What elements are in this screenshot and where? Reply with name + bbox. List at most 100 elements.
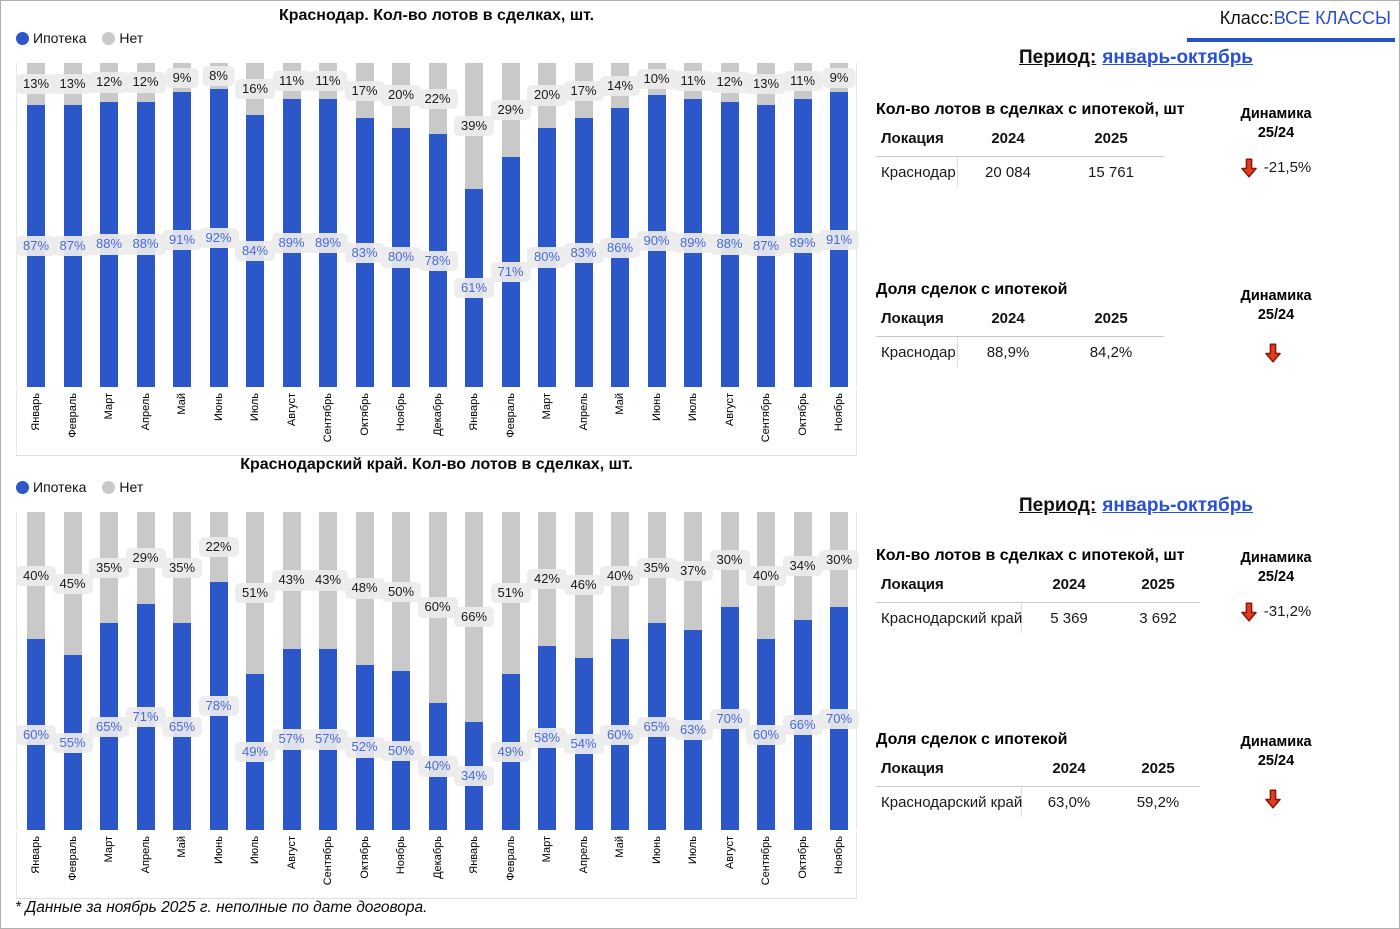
bar-label-mortgage: 80% bbox=[380, 247, 422, 268]
plot-area: 40% 60% 45% 55% 35% 65% 29% 71% 35% 65% 22% 78% 51% 4… bbox=[15, 512, 860, 830]
x-axis-label: Июль bbox=[687, 836, 699, 865]
bar-column: 12% 88% bbox=[88, 63, 130, 387]
down-arrow-icon bbox=[1240, 602, 1257, 622]
dynamics-sublabel: 25/24 bbox=[1257, 752, 1295, 769]
bar-label-mortgage: 34% bbox=[453, 765, 495, 787]
bar-label-mortgage: 78% bbox=[417, 250, 458, 271]
bar-label-mortgage: 52% bbox=[344, 737, 385, 758]
bar-label-mortgage: 58% bbox=[526, 727, 568, 749]
col-header-location: Локация bbox=[881, 130, 944, 147]
x-axis-label: Июль bbox=[249, 836, 261, 865]
legend-mortgage-dot-icon bbox=[16, 480, 29, 494]
col-header-location: Локация bbox=[881, 576, 944, 593]
legend-mortgage-dot-icon bbox=[16, 31, 29, 45]
dynamics-deals-kray: Динамика 25/24 -31,2% bbox=[1206, 549, 1346, 622]
bar-label-no-mortgage: 46% bbox=[563, 575, 604, 596]
bar-label-no-mortgage: 22% bbox=[198, 536, 239, 558]
bar-label-mortgage: 63% bbox=[672, 719, 714, 741]
chart-legend: Ипотека Нет bbox=[16, 30, 143, 46]
bar-label-no-mortgage: 35% bbox=[636, 557, 677, 578]
cell-2024: 20 084 bbox=[985, 164, 1031, 181]
bar-column: 22% 78% bbox=[417, 63, 458, 387]
bar-column: 11% 89% bbox=[307, 63, 349, 387]
x-axis-label: Декабрь bbox=[431, 393, 444, 436]
bar-column: 66% 34% bbox=[453, 512, 495, 830]
table-separator bbox=[876, 786, 1200, 787]
x-axis-label: Июнь bbox=[212, 836, 225, 864]
dynamics-deals-krasnodar: Динамика 25/24 -21,5% bbox=[1206, 105, 1346, 178]
bar-label-mortgage: 60% bbox=[599, 724, 641, 745]
bar-label-mortgage: 87% bbox=[15, 236, 57, 257]
bar-label-no-mortgage: 30% bbox=[709, 549, 750, 570]
bar-label-no-mortgage: 17% bbox=[344, 80, 385, 101]
bar-label-no-mortgage: 60% bbox=[417, 597, 458, 618]
x-axis-label: Май bbox=[176, 836, 188, 858]
bar-label-no-mortgage: 35% bbox=[88, 557, 130, 578]
bar-label-no-mortgage: 9% bbox=[822, 67, 856, 88]
cell-2025: 59,2% bbox=[1136, 794, 1180, 811]
x-axis: Январь Февраль Март Апрель Май Июнь Июль Август… bbox=[16, 389, 857, 456]
table-separator bbox=[876, 602, 1200, 603]
x-axis-label: Март bbox=[541, 393, 553, 420]
bar-label-no-mortgage: 13% bbox=[745, 74, 787, 95]
legend-mortgage-label: Ипотека bbox=[33, 30, 87, 46]
bar-label-mortgage: 87% bbox=[52, 236, 93, 257]
col-header-2025: 2025 bbox=[1141, 576, 1175, 593]
bar-label-no-mortgage: 50% bbox=[380, 581, 422, 602]
bar-column: 43% 57% bbox=[271, 512, 312, 830]
period-value-link[interactable]: январь-октябрь bbox=[1102, 495, 1253, 516]
period-selector-top: Период: январь-октябрь bbox=[876, 47, 1396, 69]
bar-label-mortgage: 70% bbox=[818, 708, 860, 729]
class-value-link[interactable]: ВСЕ КЛАССЫ bbox=[1273, 8, 1391, 28]
bar-label-mortgage: 66% bbox=[782, 715, 823, 736]
x-axis-label: Май bbox=[176, 393, 188, 415]
bar-label-mortgage: 86% bbox=[599, 237, 641, 258]
x-axis-label: Июль bbox=[249, 393, 261, 422]
bar-column: 11% 89% bbox=[672, 63, 714, 387]
bar-label-no-mortgage: 11% bbox=[308, 70, 348, 92]
bar-label-mortgage: 83% bbox=[563, 242, 604, 263]
x-axis-label: Январь bbox=[30, 393, 42, 431]
bar-column: 39% 61% bbox=[453, 63, 495, 387]
bar-label-mortgage: 49% bbox=[234, 742, 276, 763]
bar-column: 51% 49% bbox=[234, 512, 276, 830]
bar-label-no-mortgage: 51% bbox=[490, 583, 531, 604]
bar-label-mortgage: 92% bbox=[198, 227, 239, 249]
x-axis-label: Апрель bbox=[577, 393, 590, 431]
bar-label-mortgage: 65% bbox=[88, 716, 130, 737]
class-label: Класс: bbox=[1219, 8, 1274, 28]
bar-label-mortgage: 89% bbox=[307, 232, 349, 254]
bar-label-mortgage: 54% bbox=[563, 734, 604, 755]
down-arrow-icon bbox=[1264, 789, 1281, 809]
x-axis-label: Ноябрь bbox=[833, 836, 845, 875]
x-axis-label: Июнь bbox=[212, 393, 225, 421]
bar-label-mortgage: 78% bbox=[198, 695, 239, 717]
col-header-2024: 2024 bbox=[1052, 576, 1086, 593]
bar-column: 13% 87% bbox=[15, 63, 57, 387]
x-axis-label: Сентябрь bbox=[322, 836, 334, 886]
x-axis-label: Апрель bbox=[139, 836, 152, 874]
x-axis-label: Сентябрь bbox=[760, 393, 772, 443]
dynamics-sublabel: 25/24 bbox=[1257, 568, 1295, 585]
bar-column: 10% 90% bbox=[636, 63, 677, 387]
bar-column: 50% 50% bbox=[380, 512, 422, 830]
x-axis-label: Октябрь bbox=[358, 836, 371, 879]
bar-label-mortgage: 84% bbox=[234, 240, 276, 262]
bar-column: 45% 55% bbox=[52, 512, 93, 830]
bar-label-no-mortgage: 22% bbox=[417, 88, 458, 109]
bar-column: 17% 83% bbox=[344, 63, 385, 387]
bar-column: 30% 70% bbox=[818, 512, 860, 830]
bar-label-mortgage: 71% bbox=[490, 261, 531, 283]
table-title: Кол-во лотов в сделках с ипотекой, шт bbox=[876, 547, 1185, 564]
bar-label-mortgage: 40% bbox=[417, 756, 458, 777]
legend-none-dot-icon bbox=[102, 31, 116, 45]
x-axis-label: Июль bbox=[687, 393, 699, 422]
bar-column: 46% 54% bbox=[563, 512, 604, 830]
stat-table-share-kray: Доля сделок с ипотекой Локация 2024 2025… bbox=[876, 731, 1200, 817]
down-arrow-icon bbox=[1264, 343, 1281, 363]
bar-label-no-mortgage: 42% bbox=[526, 568, 568, 590]
bar-label-no-mortgage: 13% bbox=[52, 74, 93, 95]
table-title: Доля сделок с ипотекой bbox=[876, 281, 1068, 298]
period-value-link[interactable]: январь-октябрь bbox=[1102, 47, 1253, 68]
bar-label-no-mortgage: 10% bbox=[636, 69, 677, 90]
